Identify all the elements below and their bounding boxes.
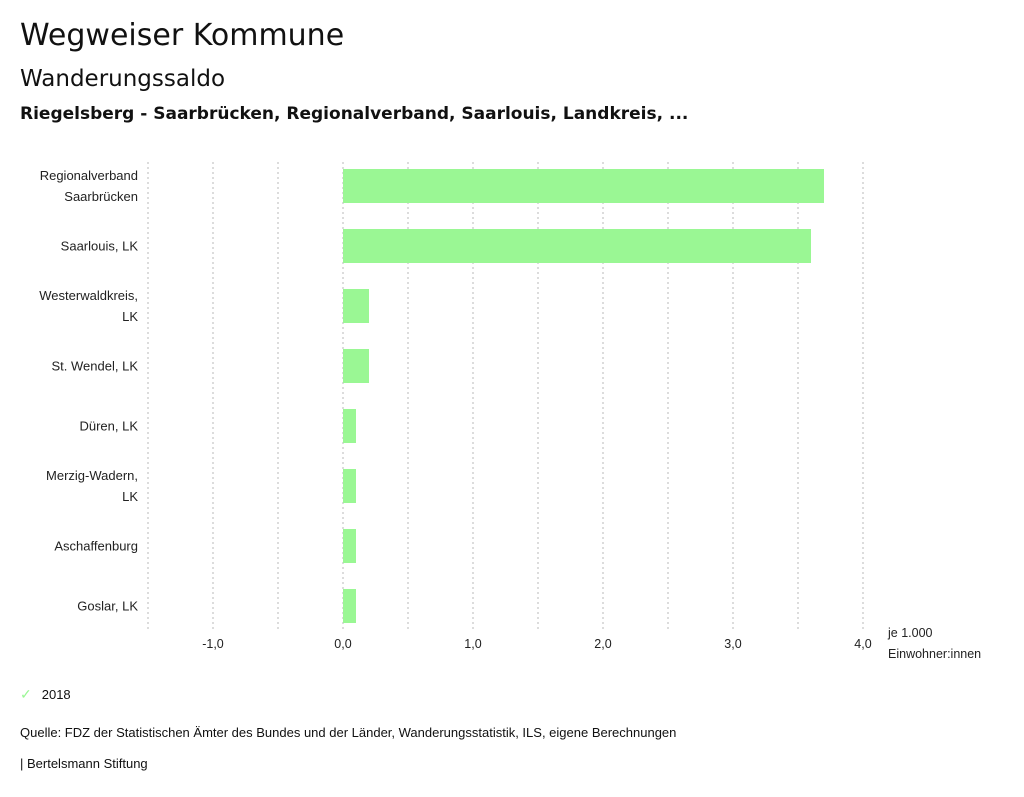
chart-subtitle: Wanderungssaldo	[20, 66, 226, 92]
bar[interactable]	[343, 589, 356, 623]
bars	[343, 169, 824, 623]
category-labels: Regionalverband Saarbrücken Saarlouis, LK W…	[39, 168, 138, 614]
x-tick-label: 2,0	[594, 637, 611, 651]
bar-chart: Regionalverband Saarbrücken Saarlouis, LK W…	[39, 162, 981, 661]
bar[interactable]	[343, 169, 824, 203]
legend-label: 2018	[41, 687, 71, 702]
credit-note: | Bertelsmann Stiftung	[20, 756, 148, 771]
bar[interactable]	[343, 409, 356, 443]
x-axis-unit-label: je 1.000 Einwohner:innen	[887, 626, 981, 661]
category-label: Goslar, LK	[77, 599, 138, 614]
x-tick-label: 0,0	[334, 637, 351, 651]
page-title: Wegweiser Kommune	[20, 18, 345, 53]
bar[interactable]	[343, 289, 369, 323]
x-tick-label: 4,0	[854, 637, 871, 651]
x-tick-label: 1,0	[464, 637, 481, 651]
category-label: St. Wendel, LK	[52, 359, 139, 374]
x-tick-label: -1,0	[202, 637, 224, 651]
category-label: Aschaffenburg	[54, 539, 138, 554]
x-tick-label: 3,0	[724, 637, 741, 651]
source-note: Quelle: FDZ der Statistischen Ämter des …	[20, 725, 677, 740]
x-axis-label: je 1.000	[887, 626, 933, 640]
bar[interactable]	[343, 349, 369, 383]
category-label: Regionalverband	[40, 168, 138, 183]
check-icon: ✓	[20, 686, 32, 702]
bar[interactable]	[343, 529, 356, 563]
category-label: LK	[122, 489, 138, 504]
category-label: Saarlouis, LK	[61, 239, 139, 254]
category-label: Westerwaldkreis,	[39, 288, 138, 303]
category-label: Düren, LK	[79, 419, 138, 434]
bar[interactable]	[343, 229, 811, 263]
category-label: Saarbrücken	[64, 189, 138, 204]
legend-item-2018[interactable]: ✓ 2018	[20, 686, 71, 703]
category-label: Merzig-Wadern,	[46, 468, 138, 483]
x-axis-label: Einwohner:innen	[888, 647, 981, 661]
x-axis-tick-labels: -1,0 0,0 1,0 2,0 3,0 4,0	[202, 637, 872, 651]
region-selection: Riegelsberg - Saarbrücken, Regionalverba…	[20, 104, 689, 124]
bar[interactable]	[343, 469, 356, 503]
category-label: LK	[122, 309, 138, 324]
